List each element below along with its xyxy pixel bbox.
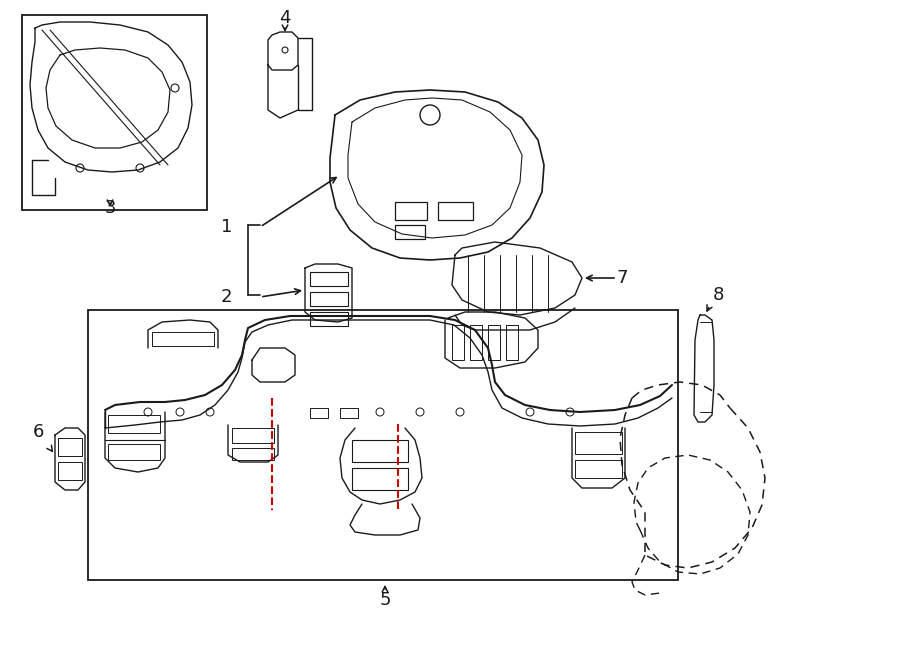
Bar bbox=[452, 325, 464, 360]
Bar bbox=[352, 440, 408, 462]
Bar bbox=[575, 460, 622, 478]
Text: 8: 8 bbox=[712, 286, 724, 304]
Bar bbox=[88, 310, 678, 580]
Bar bbox=[232, 448, 274, 460]
Bar bbox=[470, 325, 482, 360]
Text: 6: 6 bbox=[32, 423, 44, 441]
Bar bbox=[488, 325, 500, 360]
Bar bbox=[575, 432, 622, 454]
Text: 5: 5 bbox=[379, 591, 391, 609]
Bar bbox=[310, 292, 348, 306]
Text: 4: 4 bbox=[279, 9, 291, 27]
Bar bbox=[395, 202, 427, 220]
Bar bbox=[232, 428, 274, 443]
Bar bbox=[58, 462, 82, 480]
Bar bbox=[506, 325, 518, 360]
Bar bbox=[310, 272, 348, 286]
Bar bbox=[22, 15, 207, 210]
Bar bbox=[108, 444, 160, 460]
Bar bbox=[395, 225, 425, 239]
Text: 7: 7 bbox=[616, 269, 628, 287]
Bar bbox=[108, 415, 160, 433]
Bar bbox=[152, 332, 214, 346]
Bar bbox=[340, 408, 358, 418]
Bar bbox=[438, 202, 473, 220]
Bar bbox=[352, 468, 408, 490]
Bar bbox=[310, 408, 328, 418]
Text: 1: 1 bbox=[220, 218, 232, 236]
Bar bbox=[310, 312, 348, 326]
Text: 3: 3 bbox=[104, 199, 116, 217]
Bar bbox=[58, 438, 82, 456]
Text: 2: 2 bbox=[220, 288, 232, 306]
